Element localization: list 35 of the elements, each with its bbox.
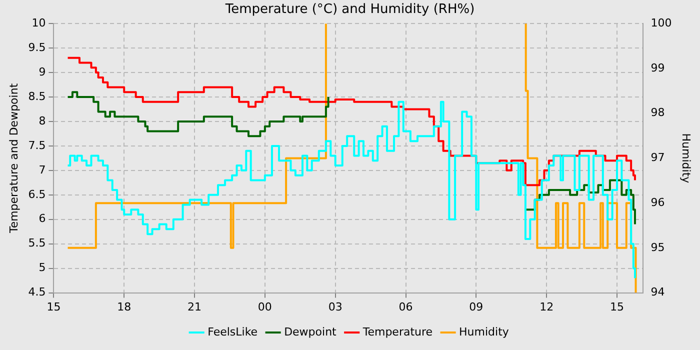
y-tick-label: 6 [38,212,46,226]
y2-tick-label: 94 [650,286,665,299]
y-tick-label: 7.5 [28,138,46,152]
y-tick-label: 5.5 [28,236,46,250]
chart-title: Temperature (°C) and Humidity (RH%) [224,2,475,18]
x-tick-label: 09 [469,300,484,314]
y2-tick-label: 98 [650,106,665,120]
x-tick-label: 18 [117,300,132,314]
y2-tick-label: 96 [650,196,665,209]
y-tick-label: 5 [38,261,46,274]
x-tick-label: 15 [46,300,61,314]
y-tick-label: 4.5 [28,286,46,299]
x-tick-label: 06 [398,300,413,314]
x-tick-label: 03 [328,300,342,314]
y-axis-title: Temperature and Dewpoint [7,82,20,234]
x-tick-label: 12 [540,300,554,314]
y-tick-label: 10 [32,16,46,30]
y-tick-label: 9 [38,65,46,78]
y-tick-label: 9.5 [28,40,46,54]
y2-tick-label: 100 [650,16,672,30]
x-tick-label: 15 [610,300,624,314]
x-tick-label: 00 [258,300,272,314]
legend-label: Dewpoint [284,325,338,338]
y2-tick-label: 97 [650,151,665,164]
y-tick-label: 8 [38,114,46,128]
y2-tick-label: 99 [650,61,665,74]
legend-label: Humidity [459,325,510,338]
y-tick-label: 7 [38,163,46,176]
x-tick-label: 21 [188,300,202,314]
y-tick-label: 8.5 [28,90,46,103]
legend-label: Temperature [362,325,433,338]
legend-label: FeelsLike [208,325,258,338]
y2-axis-title: Humidity [680,133,693,184]
y-tick-label: 6.5 [28,188,46,201]
y2-tick-label: 95 [650,240,665,254]
